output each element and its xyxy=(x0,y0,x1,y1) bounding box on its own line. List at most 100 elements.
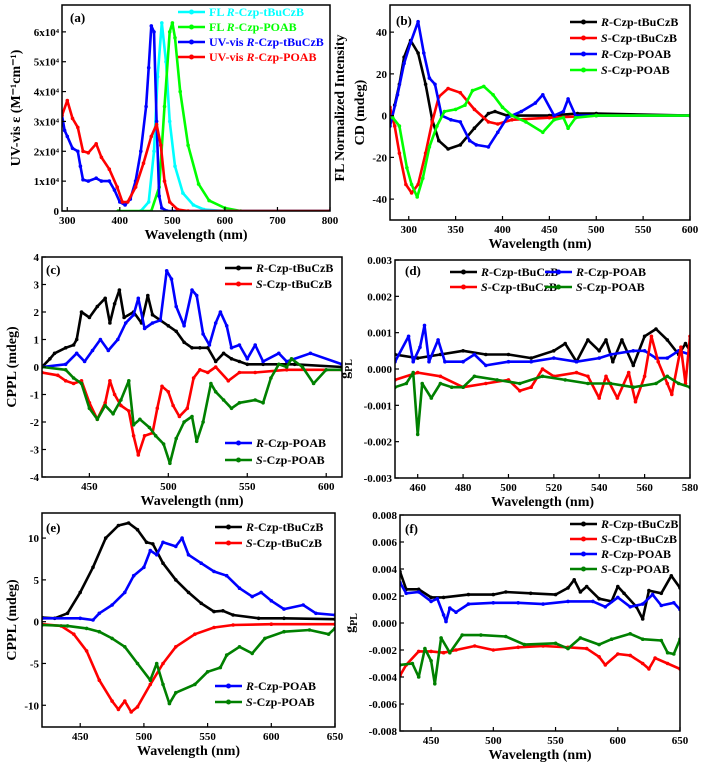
data-point xyxy=(112,302,117,306)
data-point xyxy=(131,434,136,438)
data-point xyxy=(402,61,406,66)
panel-label: (d) xyxy=(405,263,421,278)
data-point xyxy=(505,115,510,120)
data-point xyxy=(491,93,495,97)
data-point xyxy=(436,338,440,342)
data-point xyxy=(616,652,620,656)
data-point xyxy=(175,207,180,211)
data-point xyxy=(420,381,425,386)
x-tick-label: 580 xyxy=(682,482,699,494)
data-point xyxy=(391,115,395,120)
data-point xyxy=(106,348,111,353)
data-point xyxy=(311,381,316,386)
data-point xyxy=(415,356,420,360)
data-point xyxy=(131,313,136,317)
data-point xyxy=(146,200,151,204)
data-point xyxy=(161,661,165,666)
legend-label: R-Czp-POAB xyxy=(255,436,326,450)
data-point xyxy=(178,89,182,94)
y-axis-label-right: FL Normalized Intensity xyxy=(333,35,348,182)
data-point xyxy=(99,155,104,160)
data-point xyxy=(147,425,152,430)
legend-item: S-Czp-POAB xyxy=(545,280,645,294)
x-tick-label: 600 xyxy=(263,731,280,743)
x-axis-label: Wavelength (nm) xyxy=(491,495,594,510)
y-tick-label: -10 xyxy=(24,700,39,712)
data-point xyxy=(529,385,533,390)
legend-label: R-Czp-tBuCzB xyxy=(245,520,323,534)
data-point xyxy=(129,710,133,714)
data-point xyxy=(86,151,91,155)
data-point xyxy=(48,357,52,361)
data-point xyxy=(433,82,437,87)
data-point xyxy=(127,379,131,383)
x-tick-label: 520 xyxy=(546,482,563,494)
data-point xyxy=(152,149,156,154)
panel-label: (b) xyxy=(396,13,412,28)
data-point xyxy=(416,587,421,592)
data-point xyxy=(640,661,645,666)
data-point xyxy=(196,182,201,186)
data-point xyxy=(82,359,87,364)
data-point xyxy=(237,370,242,375)
data-point xyxy=(86,179,91,183)
data-point xyxy=(226,379,231,383)
data-point xyxy=(221,398,226,402)
legend-item: S-Czp-tBuCzB xyxy=(570,31,677,45)
data-point xyxy=(135,705,140,709)
x-tick-label: 450 xyxy=(81,481,98,493)
legend-label-compound: -Czp-tBuCzB xyxy=(608,31,677,45)
legend-item: R-Czp-POAB xyxy=(225,436,326,450)
data-point xyxy=(115,185,119,189)
x-tick-label: 480 xyxy=(455,482,472,494)
data-point xyxy=(157,194,161,198)
series-S-Czp-POAB xyxy=(395,370,690,437)
x-tick-label: 600 xyxy=(682,224,699,236)
data-point xyxy=(458,143,463,147)
data-point xyxy=(162,104,167,109)
legend-label-compound: -Czp-POAB xyxy=(609,47,671,61)
y-tick-label: -0.004 xyxy=(369,672,398,684)
data-point xyxy=(611,359,615,364)
data-point xyxy=(153,434,158,438)
data-point xyxy=(472,644,477,648)
legend-item: R-Czp-tBuCzB xyxy=(570,15,678,29)
data-point xyxy=(207,343,212,347)
data-point xyxy=(182,324,186,328)
legend-item: UV-vis R-Czp-POAB xyxy=(178,50,316,64)
data-point xyxy=(654,327,658,331)
data-point xyxy=(221,351,226,356)
data-point xyxy=(404,591,409,596)
y-tick-label: 0 xyxy=(34,362,40,374)
data-point xyxy=(438,381,443,386)
series-R-Czp-POAB xyxy=(400,580,680,624)
data-point xyxy=(136,296,141,301)
series-S-Czp-POAB xyxy=(400,632,680,686)
x-tick-label: 500 xyxy=(160,481,177,493)
data-point xyxy=(76,125,80,130)
legend-label: R-Czp-tBuCzB xyxy=(255,261,333,275)
data-point xyxy=(154,553,159,557)
data-point xyxy=(155,74,160,79)
data-point xyxy=(65,134,70,139)
data-point xyxy=(141,161,146,165)
legend-label-compound: -Czp-POAB xyxy=(253,695,315,709)
legend-label-compound: -Czp-POAB xyxy=(254,50,316,64)
series-line xyxy=(400,644,680,677)
data-point xyxy=(540,367,545,371)
data-point xyxy=(500,105,505,110)
plot-frame xyxy=(41,512,336,728)
data-point xyxy=(486,145,491,149)
legend-item: R-Czp-tBuCzB xyxy=(215,520,323,534)
data-point xyxy=(552,356,556,360)
data-point xyxy=(496,122,500,126)
data-point xyxy=(256,616,261,621)
data-point xyxy=(185,406,190,411)
legend-label: S-Czp-tBuCzB xyxy=(246,536,322,550)
data-point xyxy=(416,590,421,594)
data-point xyxy=(103,403,107,408)
data-point xyxy=(461,349,465,353)
data-point xyxy=(144,540,149,545)
x-tick-label: 540 xyxy=(591,482,608,494)
y-tick-label: -0.002 xyxy=(369,645,398,657)
